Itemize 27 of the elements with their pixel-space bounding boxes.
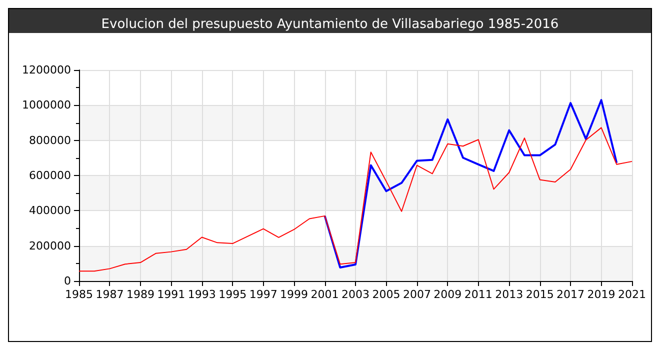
y-tick-label: 1200000: [22, 64, 71, 76]
y-tick-label: 200000: [29, 239, 71, 252]
chart-title: Evolucion del presupuesto Ayuntamiento de Villasabariego 1985-2016: [101, 17, 559, 32]
y-tick-label: 800000: [29, 134, 71, 147]
x-tick-label: 1999: [280, 288, 308, 301]
x-tick-label: 2005: [372, 288, 400, 301]
y-tick-label: 1000000: [22, 98, 71, 112]
x-tick-label: 2001: [310, 288, 339, 301]
x-tick-label: 2017: [556, 288, 585, 301]
x-tick-label: 2015: [526, 288, 554, 301]
x-tick-label: 2021: [618, 288, 646, 301]
x-tick-label: 1993: [188, 288, 216, 301]
x-tick-label: 1997: [249, 288, 278, 301]
x-tick-label: 2003: [342, 288, 370, 301]
x-tick-label: 1991: [157, 288, 186, 301]
y-tick-label: 400000: [29, 204, 71, 218]
x-tick-label: 2019: [587, 288, 616, 301]
x-tick-label: 2013: [495, 288, 524, 301]
x-tick-label: 1985: [65, 288, 93, 301]
y-tick-label: 0: [64, 274, 71, 288]
x-tick-label: 2011: [464, 288, 492, 301]
y-tick-label: 600000: [29, 169, 71, 182]
x-tick-label: 2007: [402, 288, 431, 301]
x-tick-label: 2009: [434, 288, 462, 301]
x-tick-label: 1987: [96, 288, 124, 301]
x-tick-label: 1995: [218, 288, 247, 301]
x-tick-label: 1989: [126, 288, 154, 301]
